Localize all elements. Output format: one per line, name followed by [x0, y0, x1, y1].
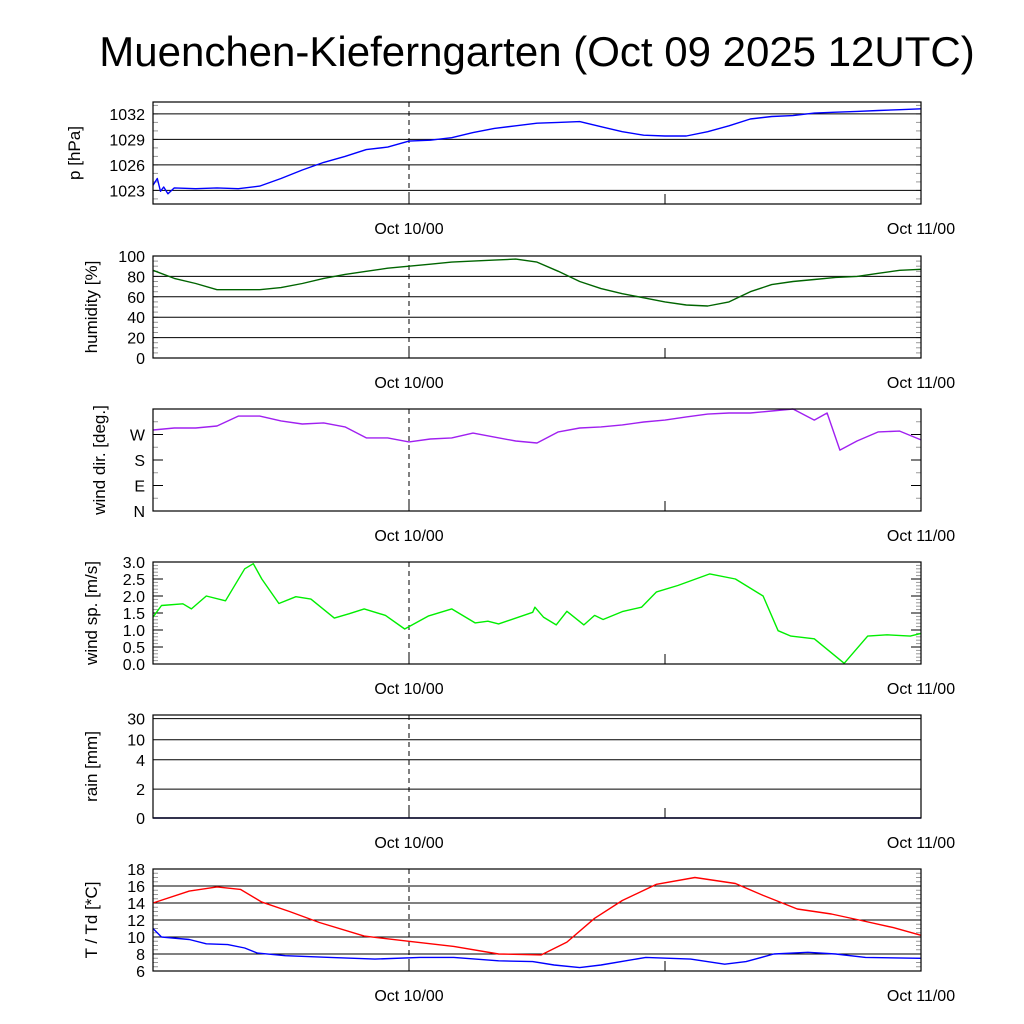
- y-tick-label: 40: [127, 310, 145, 327]
- y-tick-label: 1026: [109, 158, 145, 175]
- panel-wind_speed: 0.00.51.01.52.02.53.0 Oct 10/00 Oct 11/00 w…: [82, 555, 955, 698]
- plot-frame: [152, 868, 922, 972]
- y-tick-label: N: [133, 504, 145, 521]
- series-t-line: [152, 876, 922, 956]
- y-axis-label: wind dir. [deg.]: [90, 405, 109, 516]
- series-wind-speed-line: [152, 563, 922, 664]
- y-axis-label: p [hPa]: [65, 126, 84, 180]
- chart-title: Muenchen-Kieferngarten (Oct 09 2025 12UT…: [99, 28, 974, 75]
- x-tick-label: Oct 11/00: [887, 988, 955, 1005]
- y-tick-label: 1.5: [123, 606, 145, 623]
- y-axis-label: rain [mm]: [82, 731, 101, 802]
- series-td-line: [152, 928, 922, 969]
- plot-frame: [152, 714, 922, 819]
- plot-frame: [152, 561, 922, 665]
- y-tick-label: 60: [127, 290, 145, 307]
- y-tick-label: 100: [118, 249, 145, 266]
- plot-frame: [152, 408, 922, 512]
- y-tick-label: 8: [136, 947, 145, 964]
- y-tick-label: 80: [127, 269, 145, 286]
- y-tick-label: 1029: [109, 132, 145, 149]
- x-tick-label: Oct 10/00: [374, 835, 443, 852]
- x-tick-label: Oct 11/00: [887, 528, 955, 545]
- x-tick-label: Oct 10/00: [374, 221, 443, 238]
- y-tick-label: 10: [127, 733, 145, 750]
- y-axis-label: T / Td [*C]: [82, 882, 101, 959]
- series-humidity-line: [152, 258, 922, 307]
- y-tick-label: 0: [136, 351, 145, 368]
- x-tick-label: Oct 10/00: [374, 528, 443, 545]
- y-tick-label: 3.0: [123, 555, 145, 572]
- x-tick-label: Oct 10/00: [374, 375, 443, 392]
- y-tick-label: 0.5: [123, 640, 145, 657]
- y-axis-label: wind sp. [m/s]: [82, 561, 101, 666]
- y-tick-label: 1032: [109, 107, 145, 124]
- y-tick-label: S: [134, 453, 145, 470]
- y-tick-label: 0: [136, 811, 145, 828]
- y-tick-label: 6: [136, 964, 145, 981]
- y-tick-label: W: [130, 428, 146, 445]
- y-tick-label: 1.0: [123, 623, 145, 640]
- y-tick-label: 10: [127, 930, 145, 947]
- x-tick-label: Oct 11/00: [887, 221, 955, 238]
- panel-humidity: 0 20 40 60 80 100 Oct 10/00 Oct 11/00 humidity […: [82, 249, 955, 392]
- plot-frame: [152, 255, 922, 359]
- y-tick-label: 0.0: [123, 657, 145, 674]
- panel-pressure: 1023 1026 1029 1032 Oct 10/00 Oct 11/00 p [hPa…: [65, 101, 955, 238]
- x-tick-label: Oct 11/00: [887, 681, 955, 698]
- y-tick-label: 2.5: [123, 572, 145, 589]
- y-tick-label: 18: [127, 862, 145, 879]
- x-tick-label: Oct 10/00: [374, 988, 443, 1005]
- x-tick-label: Oct 11/00: [887, 835, 955, 852]
- y-tick-label: 4: [136, 753, 145, 770]
- y-tick-label: 1023: [109, 183, 145, 200]
- y-tick-label: 2.0: [123, 589, 145, 606]
- y-tick-label: 14: [127, 896, 145, 913]
- panel-rain: 0 2 4 10 30 Oct 10/00 Oct 11/00 rain [mm]: [82, 712, 955, 852]
- x-tick-label: Oct 10/00: [374, 681, 443, 698]
- y-tick-label: 16: [127, 879, 145, 896]
- y-axis-label: humidity [%]: [82, 261, 101, 354]
- y-tick-label: 20: [127, 331, 145, 348]
- plot-frame: [152, 101, 922, 205]
- series-pressure-line: [152, 108, 922, 195]
- y-tick-label: E: [134, 479, 145, 496]
- y-tick-label: 30: [127, 712, 145, 729]
- y-tick-label: 2: [136, 782, 145, 799]
- x-tick-label: Oct 11/00: [887, 375, 955, 392]
- y-tick-label: 12: [127, 913, 145, 930]
- series-wind-direction-line: [152, 408, 922, 451]
